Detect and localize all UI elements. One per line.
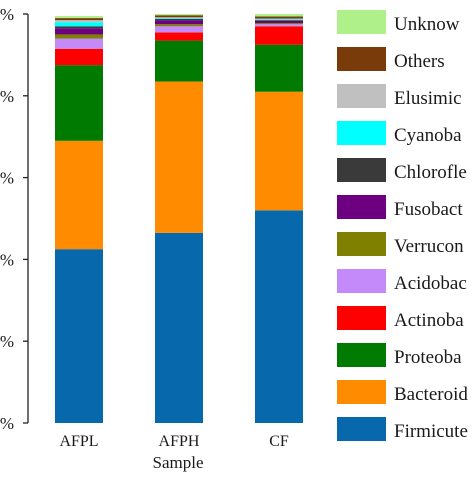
bar-segment-cf-chlorofle: [255, 20, 303, 21]
bar-segment-afpl-firmicute: [55, 249, 103, 423]
bar-segment-afpl-chlorofle: [55, 26, 103, 29]
bar-segment-afph-chlorofle: [155, 18, 203, 21]
bar-segment-afpl-elusimic: [55, 20, 103, 23]
y-tick-label: %: [0, 169, 14, 188]
bar-segment-cf-fusobact: [255, 20, 303, 23]
x-tick-label-afpl: AFPL: [59, 433, 98, 450]
legend: Unknow Others Elusimic Cyanoba Chlorofle Fuso…: [337, 10, 468, 442]
bar-segment-cf-cyanoba: [255, 19, 303, 21]
bar-segment-afpl-proteoba: [55, 65, 103, 141]
bar-segment-afpl-actinoba: [55, 48, 103, 66]
bar-segment-afph-proteoba: [155, 40, 203, 82]
bar-segment-afph-bacteroid: [155, 81, 203, 233]
legend-label-acidobac: Acidobac: [394, 273, 467, 294]
x-tick-label-cf: CF: [269, 433, 289, 450]
legend-swatch-chlorofle: [337, 158, 386, 182]
legend-label-proteoba: Proteoba: [394, 347, 462, 368]
x-axis-title: Sample: [153, 453, 204, 472]
bar-segment-cf-firmicute: [255, 210, 303, 423]
bar-segment-afpl-unknow: [55, 16, 103, 19]
bar-segment-afpl-others: [55, 18, 103, 21]
legend-swatch-fusobact: [337, 195, 386, 219]
legend-swatch-verrucon: [337, 232, 386, 256]
legend-label-actinoba: Actinoba: [394, 310, 464, 331]
legend-swatch-bacteroid: [337, 380, 386, 404]
legend-label-others: Others: [394, 51, 445, 72]
bar-segment-afpl-fusobact: [55, 28, 103, 35]
legend-swatch-proteoba: [337, 343, 386, 367]
bar-segment-cf-actinoba: [255, 26, 303, 45]
bar-segment-afph-unknow: [155, 14, 203, 16]
y-tick-label: %: [0, 332, 14, 351]
y-tick-label: %: [0, 250, 14, 269]
y-tick-label: %: [0, 5, 14, 24]
bar-segment-cf-acidobac: [255, 24, 303, 27]
bar-segment-afph-cyanoba: [155, 18, 203, 19]
bar-segment-afph-verrucon: [155, 24, 203, 27]
bar-segment-cf-proteoba: [255, 44, 303, 92]
bar-segment-afpl-acidobac: [55, 38, 103, 49]
legend-label-cyanoba: Cyanoba: [394, 125, 462, 146]
legend-swatch-firmicute: [337, 417, 386, 441]
legend-label-bacteroid: Bacteroid: [394, 384, 468, 405]
legend-label-verrucon: Verrucon: [394, 236, 464, 257]
legend-swatch-cyanoba: [337, 121, 386, 145]
bar-segment-afpl-verrucon: [55, 34, 103, 39]
bar-segment-afph-actinoba: [155, 32, 203, 41]
bar-segment-cf-bacteroid: [255, 91, 303, 211]
legend-label-fusobact: Fusobact: [394, 199, 463, 220]
bar-segment-cf-others: [255, 16, 303, 19]
y-tick-label: %: [0, 87, 14, 106]
bar-segment-afpl-cyanoba: [55, 22, 103, 27]
x-tick-label-afph: AFPH: [159, 433, 200, 450]
legend-label-unknow: Unknow: [394, 14, 460, 35]
legend-label-firmicute: Firmicute: [394, 421, 468, 442]
bar-segment-afph-acidobac: [155, 26, 203, 33]
bars-layer: [55, 14, 303, 423]
legend-swatch-acidobac: [337, 269, 386, 293]
bar-segment-afph-fusobact: [155, 20, 203, 25]
labels-layer: %%%%%% AFPL AFPH CF Sample: [0, 5, 289, 472]
bar-segment-afph-elusimic: [155, 17, 203, 19]
bar-segment-afph-firmicute: [155, 232, 203, 423]
legend-label-chlorofle: Chlorofle: [394, 162, 467, 183]
bar-segment-cf-elusimic: [255, 18, 303, 20]
bar-segment-afph-others: [155, 15, 203, 18]
legend-swatch-elusimic: [337, 84, 386, 108]
legend-label-elusimic: Elusimic: [394, 88, 462, 109]
axis-layer: [23, 13, 29, 424]
bar-segment-cf-verrucon: [255, 22, 303, 25]
y-tick-label: %: [0, 414, 14, 433]
legend-swatch-actinoba: [337, 306, 386, 330]
legend-swatch-others: [337, 47, 386, 71]
bar-segment-cf-unknow: [255, 14, 303, 17]
legend-swatch-unknow: [337, 10, 386, 34]
bar-segment-afpl-bacteroid: [55, 140, 103, 250]
